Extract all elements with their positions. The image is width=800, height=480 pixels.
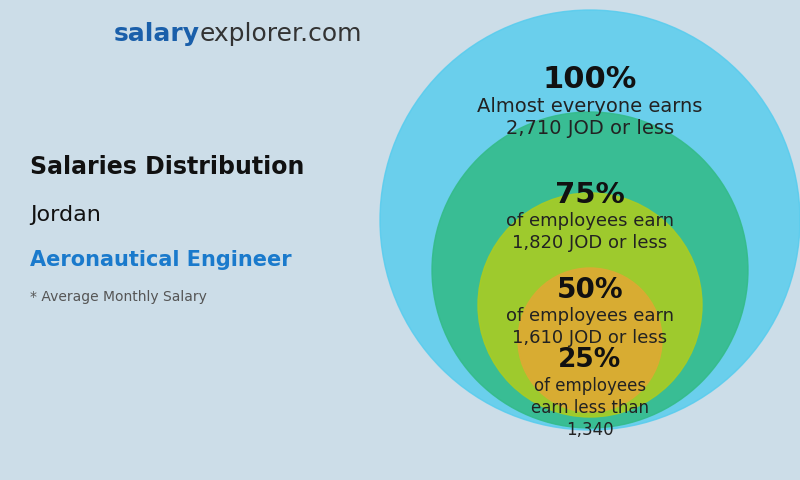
Circle shape <box>380 10 800 430</box>
Text: of employees earn: of employees earn <box>506 212 674 230</box>
Text: salary: salary <box>114 22 200 46</box>
Text: 75%: 75% <box>555 181 625 209</box>
Text: 1,820 JOD or less: 1,820 JOD or less <box>512 234 668 252</box>
Circle shape <box>432 112 748 428</box>
Text: of employees earn: of employees earn <box>506 307 674 325</box>
Text: earn less than: earn less than <box>531 399 649 417</box>
Text: 2,710 JOD or less: 2,710 JOD or less <box>506 119 674 137</box>
Text: of employees: of employees <box>534 377 646 395</box>
Text: 1,610 JOD or less: 1,610 JOD or less <box>513 329 667 347</box>
Text: 100%: 100% <box>543 65 637 95</box>
Text: Jordan: Jordan <box>30 205 101 225</box>
Text: Aeronautical Engineer: Aeronautical Engineer <box>30 250 292 270</box>
Text: Almost everyone earns: Almost everyone earns <box>478 96 702 116</box>
Text: Salaries Distribution: Salaries Distribution <box>30 155 304 179</box>
Circle shape <box>518 268 662 412</box>
Text: * Average Monthly Salary: * Average Monthly Salary <box>30 290 207 304</box>
Text: 1,340: 1,340 <box>566 421 614 439</box>
Text: 25%: 25% <box>558 347 622 373</box>
Text: 50%: 50% <box>557 276 623 304</box>
Circle shape <box>478 193 702 417</box>
Text: explorer.com: explorer.com <box>200 22 362 46</box>
